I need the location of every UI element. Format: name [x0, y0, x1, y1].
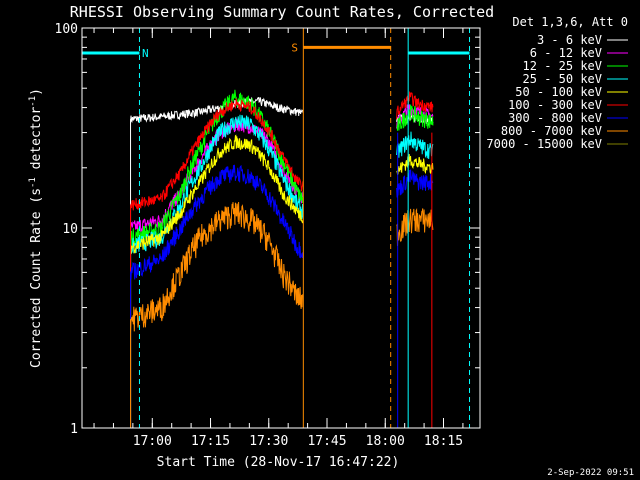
y-axis-label-sup1: -1 — [28, 177, 38, 188]
series-trace-4-0 — [130, 134, 304, 254]
series-trace-3-0 — [130, 114, 304, 255]
series-trace-0-0 — [130, 96, 304, 124]
series-trace-6-1 — [396, 169, 434, 198]
legend-label-6: 300 - 800 keV — [508, 111, 602, 125]
legend-label-5: 100 - 300 keV — [508, 98, 602, 112]
y-axis-label-end: ) — [29, 88, 44, 96]
x-tick-label-0: 17:00 — [133, 434, 172, 449]
y-axis-label-main: Corrected Count Rate (s — [29, 188, 44, 368]
flag-label-1: S — [291, 41, 298, 54]
legend-title: Det 1,3,6, Att 0 — [512, 15, 628, 29]
y-axis-label-sup2: -1 — [28, 96, 38, 107]
legend-label-2: 12 - 25 keV — [523, 59, 602, 73]
series-trace-6-0 — [130, 164, 304, 280]
y-tick-label-1: 10 — [62, 222, 78, 237]
legend-label-7: 800 - 7000 keV — [501, 124, 602, 138]
series-trace-3-1 — [396, 131, 434, 160]
legend-label-0: 3 - 6 keV — [537, 33, 602, 47]
flag-label-0: N — [142, 47, 149, 60]
y-axis-label-mid: detector — [29, 107, 44, 178]
y-tick-label-0: 1 — [70, 422, 78, 437]
series-trace-7-1 — [396, 207, 434, 247]
series-trace-4-1 — [396, 153, 434, 176]
x-tick-label-3: 17:45 — [307, 434, 346, 449]
x-tick-label-4: 18:00 — [366, 434, 405, 449]
legend-label-8: 7000 - 15000 keV — [486, 137, 602, 151]
x-tick-label-1: 17:15 — [191, 434, 230, 449]
series-trace-2-0 — [130, 89, 304, 248]
series-trace-2-1 — [396, 104, 434, 131]
legend-label-3: 25 - 50 keV — [523, 72, 602, 86]
series-trace-7-0 — [130, 201, 304, 333]
legend-label-1: 6 - 12 keV — [530, 46, 602, 60]
axes: 1 10 100 17:00 17:15 17:30 17:45 18:00 18:15 — [55, 22, 480, 449]
series-trace-5-0 — [130, 98, 304, 212]
chart-title: RHESSI Observing Summary Count Rates, Co… — [70, 3, 494, 21]
x-axis-label: Start Time (28-Nov-17 16:47:22) — [157, 455, 400, 470]
series-trace-5-1 — [396, 90, 434, 120]
x-tick-label-5: 18:15 — [424, 434, 463, 449]
x-tick-label-2: 17:30 — [249, 434, 288, 449]
y-axis-label: Corrected Count Rate (s-1 detector-1) — [28, 88, 44, 368]
y-tick-label-2: 100 — [55, 22, 78, 37]
legend-label-4: 50 - 100 keV — [515, 85, 602, 99]
footer-date: 2-Sep-2022 09:51 — [547, 468, 634, 478]
